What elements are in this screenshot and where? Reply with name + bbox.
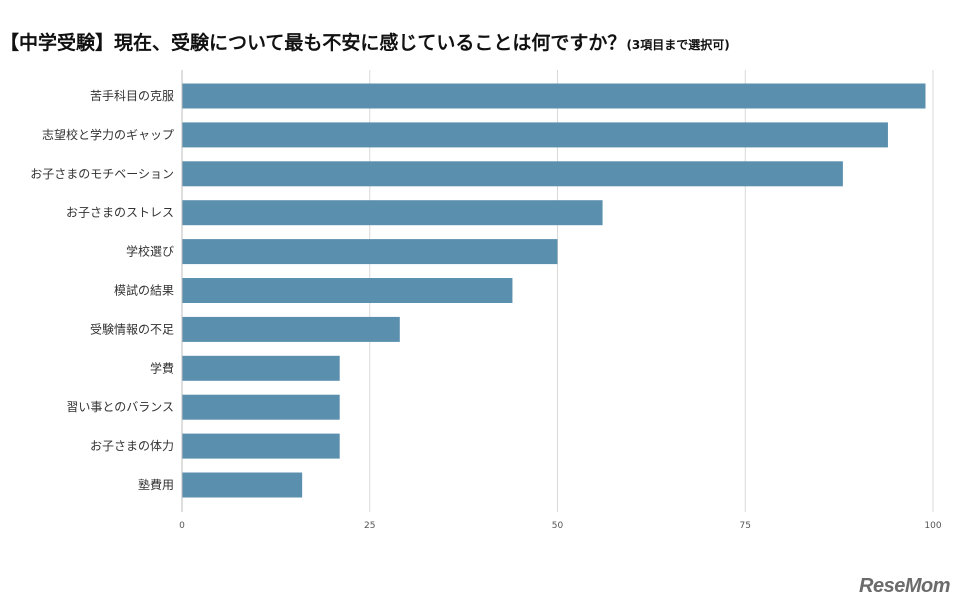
category-label: 学費: [150, 360, 174, 375]
bar: [182, 394, 340, 420]
x-tick-label: 25: [364, 521, 375, 531]
category-label: お子さまのモチベーション: [30, 167, 174, 181]
bar: [182, 200, 603, 226]
bar: [182, 433, 340, 459]
bar: [182, 472, 303, 498]
bar: [182, 316, 400, 342]
chart-subtitle: (3項目まで選択可): [626, 38, 730, 52]
chart-title-text: 【中学受験】現在、受験について最も不安に感じていることは何ですか？: [0, 32, 627, 54]
bar: [182, 83, 926, 109]
x-tick-label: 50: [552, 521, 564, 531]
category-label: 受験情報の不足: [90, 321, 174, 336]
category-label: 学校選び: [126, 244, 174, 259]
bar: [182, 161, 843, 187]
bar: [182, 355, 340, 381]
category-label: お子さまのストレス: [66, 206, 174, 220]
bar: [182, 239, 558, 265]
resemom-logo: ReseMom: [859, 575, 950, 597]
bar: [182, 122, 888, 148]
category-label: 習い事とのバランス: [66, 400, 174, 414]
category-label: お子さまの体力: [90, 439, 174, 453]
category-label: 模試の結果: [114, 283, 174, 298]
bar: [182, 278, 513, 303]
chart-title: 【中学受験】現在、受験について最も不安に感じていることは何ですか？(3項目まで選…: [0, 28, 966, 55]
x-tick-label: 100: [924, 521, 941, 531]
category-label: 苦手科目の克服: [90, 89, 174, 103]
category-label: 志望校と学力のギャップ: [42, 127, 174, 142]
x-tick-label: 75: [740, 521, 751, 531]
x-tick-label: 0: [179, 521, 185, 531]
category-label: 塾費用: [138, 477, 174, 492]
